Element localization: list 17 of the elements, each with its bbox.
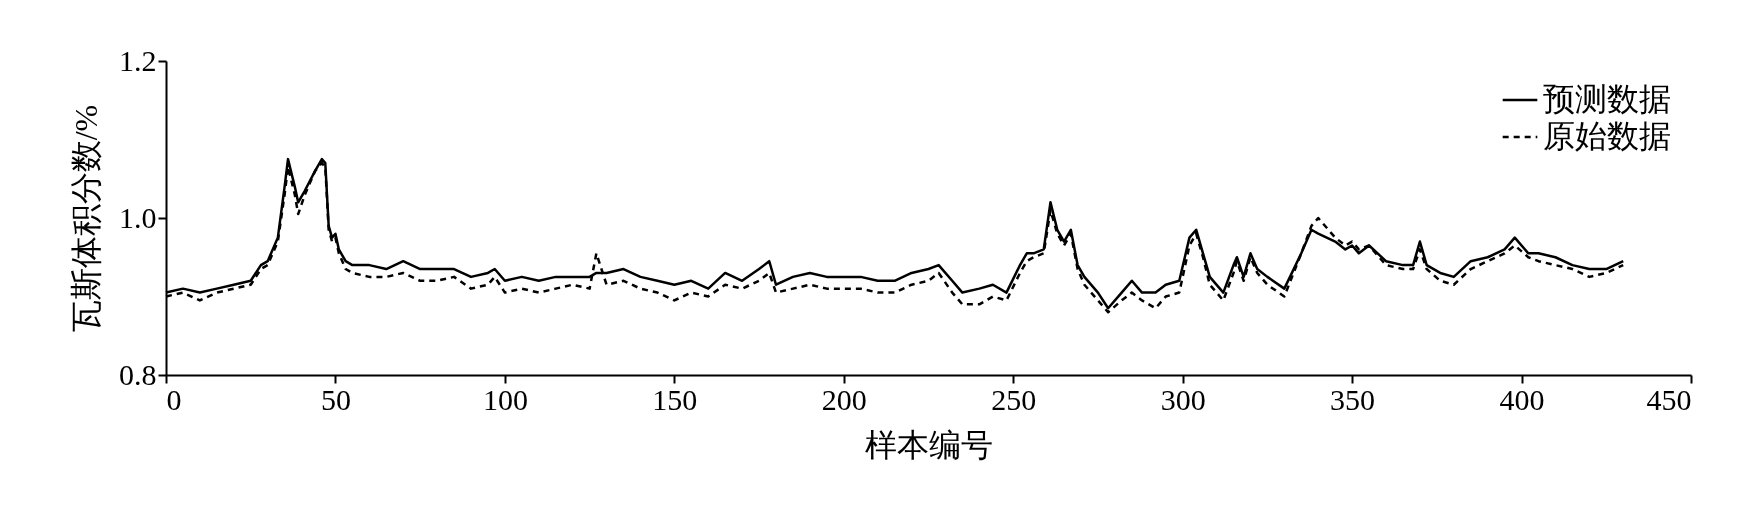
y-tick-label: 1.2 — [119, 43, 157, 77]
x-tick-label: 300 — [1160, 382, 1206, 416]
x-tick-label: 0 — [166, 382, 182, 416]
legend-label: 原始数据 — [1543, 118, 1671, 154]
x-tick-label: 400 — [1499, 382, 1545, 416]
x-tick-label: 450 — [1646, 382, 1692, 416]
y-tick-label: 0.8 — [119, 357, 157, 391]
x-tick-label: 150 — [652, 382, 698, 416]
x-tick-label: 50 — [320, 382, 351, 416]
x-tick-label: 250 — [991, 382, 1037, 416]
x-tick-label: 350 — [1330, 382, 1376, 416]
x-tick-label: 100 — [482, 382, 528, 416]
x-tick-label: 200 — [821, 382, 867, 416]
y-axis-title: 瓦斯体积分数/% — [68, 104, 104, 333]
y-tick-label: 1.0 — [119, 200, 157, 234]
x-axis-title: 样本编号 — [865, 426, 993, 463]
legend-label: 预测数据 — [1543, 81, 1671, 117]
